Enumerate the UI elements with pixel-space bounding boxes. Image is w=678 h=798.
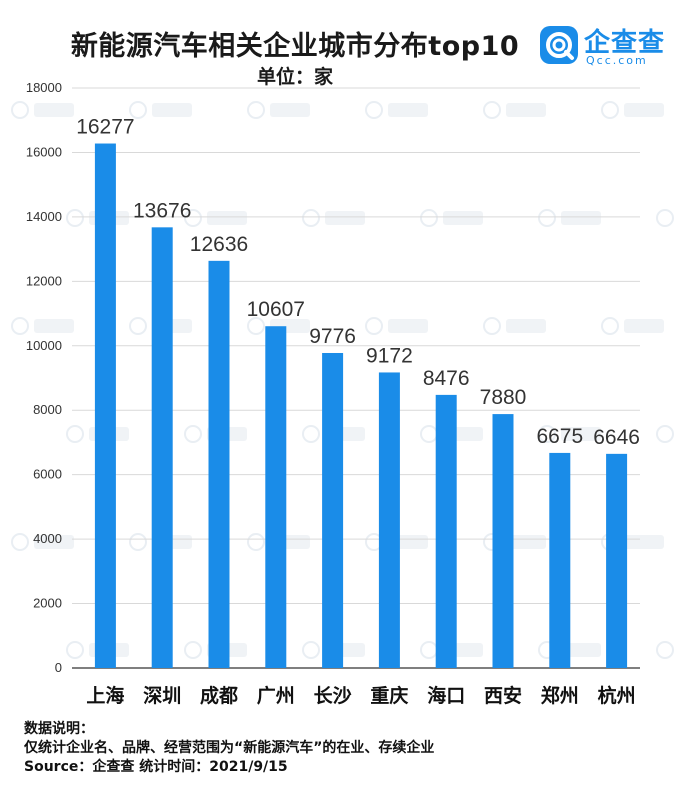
bar-chart: 0 2000 4000 6000 8000 10000 12000 14000 16000 180… xyxy=(26,80,640,707)
y-tick-label: 18000 xyxy=(26,80,62,95)
x-tick-label: 成都 xyxy=(200,684,238,707)
y-tick-label: 6000 xyxy=(33,467,62,482)
bar xyxy=(435,394,457,668)
y-tick-label: 0 xyxy=(55,660,62,675)
y-tick-label: 14000 xyxy=(26,209,62,224)
bar xyxy=(265,326,287,668)
data-label: 10607 xyxy=(247,298,305,321)
y-tick-label: 8000 xyxy=(33,402,62,417)
data-label: 13676 xyxy=(133,199,191,222)
x-tick-label: 上海 xyxy=(86,684,124,707)
x-tick-label: 海口 xyxy=(427,684,465,707)
x-tick-label: 西安 xyxy=(484,684,522,707)
bar xyxy=(549,452,571,668)
bar xyxy=(378,372,400,668)
data-label: 8476 xyxy=(423,367,470,390)
y-tick-label: 16000 xyxy=(26,144,62,159)
x-tick-label: 广州 xyxy=(257,684,295,707)
bar xyxy=(606,453,628,668)
logo-subtext: Qcc.com xyxy=(586,54,648,67)
qcc-logo-icon xyxy=(540,26,578,64)
bar xyxy=(322,352,344,668)
bar xyxy=(151,227,173,668)
y-tick-label: 10000 xyxy=(26,338,62,353)
y-tick-label: 4000 xyxy=(33,531,62,546)
x-tick-label: 深圳 xyxy=(143,684,181,707)
x-tick-label: 长沙 xyxy=(314,685,352,707)
data-label: 6675 xyxy=(536,425,583,448)
notes-source: Source：企查查 统计时间：2021/9/15 xyxy=(24,759,288,775)
chart-title: 新能源汽车相关企业城市分布top10 xyxy=(70,31,520,62)
logo-text: 企查查 xyxy=(584,28,666,58)
data-label: 6646 xyxy=(593,426,640,449)
data-label: 7880 xyxy=(480,386,527,409)
notes-line-1: 仅统计企业名、品牌、经营范围为“新能源汽车”的在业、存续企业 xyxy=(24,740,435,756)
bar xyxy=(94,143,116,668)
qcc-logo: 企查查 Qcc.com xyxy=(540,22,670,70)
data-label: 12636 xyxy=(190,233,248,256)
data-label: 16277 xyxy=(76,116,134,139)
data-notes: 数据说明： 仅统计企业名、品牌、经营范围为“新能源汽车”的在业、存续企业 Sou… xyxy=(24,720,664,777)
x-tick-label: 郑州 xyxy=(541,685,579,707)
data-label: 9776 xyxy=(309,325,356,348)
y-tick-label: 2000 xyxy=(33,596,62,611)
bar xyxy=(492,414,514,668)
y-tick-label: 12000 xyxy=(26,273,62,288)
x-tick-label: 杭州 xyxy=(598,684,636,707)
notes-heading: 数据说明： xyxy=(24,721,94,737)
bar xyxy=(208,260,230,668)
chart-unit: 单位：家 xyxy=(256,66,333,88)
x-tick-label: 重庆 xyxy=(370,684,408,707)
data-label: 9172 xyxy=(366,344,413,367)
